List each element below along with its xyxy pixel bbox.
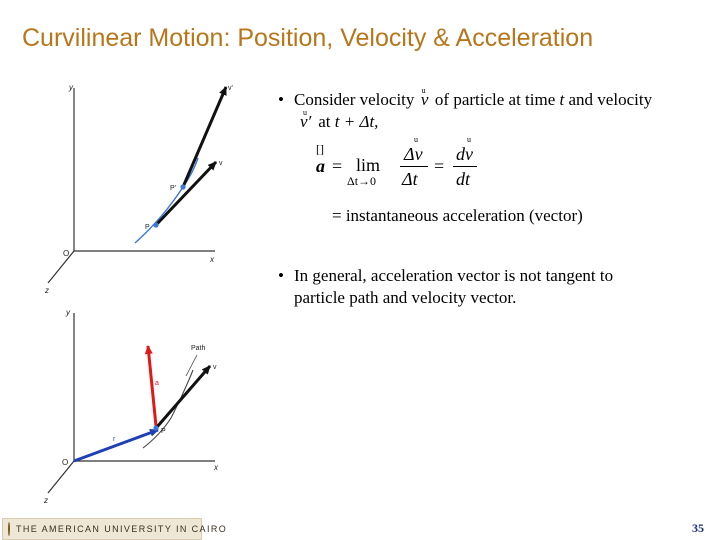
acceleration-a-arrow <box>144 345 158 427</box>
instantaneous-acceleration-text: = instantaneous acceleration (vector) <box>332 206 583 225</box>
logo-text: THE AMERICAN UNIVERSITY IN CAIRO <box>16 524 228 534</box>
vector-v-label: v <box>213 364 217 371</box>
bullet-consider-velocity: • Consider velocity u v of particle at t… <box>278 86 714 133</box>
slide-title: Curvilinear Motion: Position, Velocity &… <box>22 24 594 52</box>
velocity-v-prime-arrow <box>181 86 228 188</box>
vector-v-symbol: u v <box>420 86 429 109</box>
point-p-label: P <box>145 224 150 231</box>
bullet-acceleration-not-tangent: • In general, acceleration vector is not… <box>278 265 714 309</box>
equation-box-mark: [] <box>316 142 324 156</box>
velocity-v-arrow <box>154 160 218 227</box>
bullet2-line2: particle path and velocity vector. <box>294 288 517 307</box>
equation-den-dt-diff: dt <box>456 169 471 189</box>
equation-equals-2: = <box>434 156 445 176</box>
point-p-label: P <box>161 428 166 435</box>
path-label: Path <box>191 345 206 352</box>
acceleration-equation: [] a = lim Δt→0 u Δv Δt = u dv dt <box>316 135 496 194</box>
y-axis-label: y <box>65 308 71 317</box>
university-logo: THE AMERICAN UNIVERSITY IN CAIRO <box>2 518 226 540</box>
equation-lim-sub: Δt→0 <box>347 174 377 188</box>
point-p-prime <box>180 184 186 190</box>
equation-equals-1: = <box>332 156 343 176</box>
equation-num-dv: u Δv <box>404 135 423 164</box>
vector-v-prime-symbol: u v′ <box>300 108 312 131</box>
point-p-prime-label: P' <box>170 185 176 192</box>
z-axis-label: z <box>44 286 49 295</box>
text-of-particle: of particle at time <box>434 90 556 109</box>
vector-v-label: v <box>219 160 223 167</box>
x-axis-label: x <box>209 255 215 264</box>
origin-label: O <box>62 458 68 467</box>
position-r-arrow <box>73 428 159 463</box>
z-axis-label: z <box>43 496 48 505</box>
point-p <box>153 425 159 431</box>
text-and-velocity: and velocity <box>568 90 653 109</box>
vector-r-label: r <box>113 436 116 443</box>
origin-label: O <box>63 249 69 258</box>
vector-a-label: a <box>155 380 159 387</box>
z-axis <box>47 250 75 284</box>
text-consider-velocity: Consider velocity <box>294 90 415 109</box>
y-axis-label: y <box>68 83 74 92</box>
fraction-bar-2 <box>453 166 477 167</box>
equation-num-dv-diff: u dv <box>456 135 473 164</box>
path-label-leader <box>185 354 198 377</box>
page-number: 35 <box>692 521 704 535</box>
text-at: at <box>318 112 331 131</box>
seal-icon <box>8 522 10 536</box>
vector-v-prime-label: v' <box>228 85 233 92</box>
velocity-v-arrow <box>155 365 212 428</box>
equation-den-dt: Δt <box>402 169 418 189</box>
fraction-bar-1 <box>400 166 428 167</box>
particle-path <box>142 369 194 449</box>
bullet-marker: • <box>278 266 284 285</box>
acceleration-diagram: y x z O Path P a r v <box>43 308 219 505</box>
text-t-plus-dt: t + Δt, <box>334 112 379 131</box>
x-axis-label: x <box>213 463 219 472</box>
equation-lim: lim <box>356 155 381 175</box>
bullet-marker: • <box>278 90 284 109</box>
point-p <box>153 222 159 228</box>
text-time-t: t <box>559 90 565 109</box>
equation-a: a <box>316 156 325 176</box>
bullet2-line1: In general, acceleration vector is not t… <box>294 266 614 285</box>
z-axis <box>47 460 75 494</box>
velocity-diagram: y x z O P' P v' v <box>44 83 233 295</box>
